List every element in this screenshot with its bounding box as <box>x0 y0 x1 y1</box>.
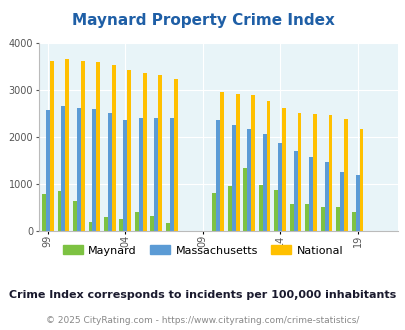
Bar <box>309 157 312 231</box>
Bar <box>150 216 154 231</box>
Bar <box>335 207 339 231</box>
Bar <box>243 168 247 231</box>
Bar <box>173 79 177 231</box>
Bar <box>266 101 270 231</box>
Bar <box>258 185 262 231</box>
Bar <box>169 118 173 231</box>
Text: © 2025 CityRating.com - https://www.cityrating.com/crime-statistics/: © 2025 CityRating.com - https://www.city… <box>46 316 359 325</box>
Bar <box>293 150 297 231</box>
Bar <box>143 73 146 231</box>
Bar <box>289 204 293 231</box>
Bar <box>42 194 46 231</box>
Bar <box>305 204 309 231</box>
Bar <box>123 119 127 231</box>
Bar <box>235 94 239 231</box>
Bar <box>127 70 131 231</box>
Bar <box>166 223 169 231</box>
Bar <box>46 110 50 231</box>
Bar <box>65 59 69 231</box>
Bar <box>154 118 158 231</box>
Bar <box>355 175 359 231</box>
Bar <box>339 172 343 231</box>
Bar <box>320 207 324 231</box>
Bar <box>343 119 347 231</box>
Bar <box>111 65 115 231</box>
Bar <box>227 186 231 231</box>
Bar <box>139 118 143 231</box>
Text: Crime Index corresponds to incidents per 100,000 inhabitants: Crime Index corresponds to incidents per… <box>9 290 396 300</box>
Bar <box>104 217 108 231</box>
Bar <box>88 222 92 231</box>
Bar <box>274 190 277 231</box>
Bar <box>58 191 61 231</box>
Bar <box>297 113 301 231</box>
Bar <box>119 219 123 231</box>
Text: Maynard Property Crime Index: Maynard Property Crime Index <box>71 13 334 28</box>
Bar <box>216 120 220 231</box>
Bar <box>231 125 235 231</box>
Bar <box>277 143 281 231</box>
Bar <box>92 109 96 231</box>
Bar <box>359 129 362 231</box>
Bar <box>61 106 65 231</box>
Bar <box>262 134 266 231</box>
Bar <box>328 115 332 231</box>
Bar <box>81 61 84 231</box>
Bar <box>351 212 355 231</box>
Bar <box>251 95 254 231</box>
Bar <box>220 92 224 231</box>
Bar <box>281 108 285 231</box>
Legend: Maynard, Massachusetts, National: Maynard, Massachusetts, National <box>58 241 347 260</box>
Bar <box>312 115 316 231</box>
Bar <box>134 212 139 231</box>
Bar <box>108 114 111 231</box>
Bar <box>212 193 216 231</box>
Bar <box>77 108 81 231</box>
Bar <box>247 129 251 231</box>
Bar <box>50 61 53 231</box>
Bar <box>96 62 100 231</box>
Bar <box>158 75 162 231</box>
Bar <box>324 162 328 231</box>
Bar <box>73 201 77 231</box>
